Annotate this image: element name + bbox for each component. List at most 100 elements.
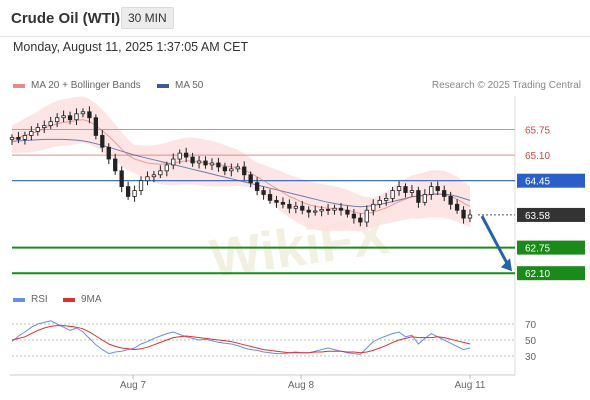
candle-body bbox=[364, 209, 369, 223]
rsi-tick-label-70: 70 bbox=[525, 320, 537, 331]
candle-body bbox=[358, 217, 363, 223]
timeframe-button[interactable]: 30 MIN bbox=[121, 7, 174, 29]
candle-body bbox=[119, 170, 124, 187]
rsi-line bbox=[11, 320, 471, 355]
ma20-line bbox=[11, 119, 471, 214]
x-tick-label-Aug-8: Aug 8 bbox=[288, 380, 315, 391]
current-price-box bbox=[517, 207, 585, 222]
candle-body bbox=[390, 190, 395, 199]
candle-body bbox=[338, 207, 344, 211]
candle-body bbox=[80, 111, 86, 115]
bollinger-band-area bbox=[12, 96, 470, 232]
candle-body bbox=[416, 190, 421, 203]
copyright-text: Research © 2025 Trading Central bbox=[431, 80, 581, 91]
candle-body bbox=[55, 117, 60, 123]
candle-body bbox=[164, 164, 169, 172]
candle-body bbox=[67, 115, 73, 121]
rsi-tick-label-50: 50 bbox=[525, 336, 537, 347]
current-price-label: 63.58 bbox=[525, 211, 550, 222]
candle-body bbox=[216, 162, 221, 168]
candle-body bbox=[106, 146, 111, 160]
candle-body bbox=[442, 190, 447, 197]
datetime-label: Monday, August 11, 2025 1:37:05 AM CET bbox=[13, 40, 249, 54]
candle-body bbox=[100, 135, 105, 148]
candle-body bbox=[16, 136, 21, 140]
candle-body bbox=[158, 170, 163, 176]
candle-body bbox=[435, 186, 440, 191]
candle-body bbox=[287, 203, 292, 209]
candle-body bbox=[113, 158, 118, 172]
candle-body bbox=[235, 166, 240, 170]
forecast-arrow-shaft bbox=[480, 215, 510, 266]
rsi-swatch bbox=[13, 297, 25, 302]
candle-body bbox=[203, 160, 208, 166]
candle-body bbox=[229, 168, 234, 172]
rsi-ma-swatch bbox=[63, 297, 75, 302]
instrument-title: Crude Oil (WTI) bbox=[11, 10, 121, 27]
candle-body bbox=[29, 131, 34, 136]
ma50-legend: MA 50 bbox=[157, 80, 203, 91]
ma20-swatch bbox=[13, 83, 25, 88]
ma20-legend-label: MA 20 + Bollinger Bands bbox=[31, 80, 141, 91]
candle-body bbox=[61, 115, 66, 119]
pivot-label-64.45: 64.45 bbox=[525, 177, 550, 188]
candle-body bbox=[422, 194, 427, 203]
ma50-legend-label: MA 50 bbox=[175, 80, 204, 91]
candle-body bbox=[293, 205, 298, 209]
support-label-box-62.75 bbox=[517, 240, 585, 255]
candle-body bbox=[145, 176, 150, 182]
candle-body bbox=[125, 186, 131, 197]
rsi-ma-legend-label: 9MA bbox=[81, 294, 102, 305]
candle-body bbox=[196, 160, 202, 164]
candle-body bbox=[267, 194, 273, 201]
candle-body bbox=[22, 135, 28, 140]
candle-body bbox=[48, 121, 53, 126]
candle-body bbox=[274, 199, 279, 203]
candle-body bbox=[222, 166, 228, 172]
candle-body bbox=[319, 209, 324, 212]
candle-body bbox=[9, 136, 15, 140]
rsi-legend-label: RSI bbox=[31, 294, 48, 305]
candle-body bbox=[454, 203, 460, 211]
candle-body bbox=[248, 174, 253, 184]
rsi-ma-line bbox=[11, 325, 471, 354]
rsi-ma-legend: 9MA bbox=[63, 294, 102, 305]
candle-body bbox=[383, 198, 389, 201]
candle-body bbox=[171, 158, 176, 166]
candle-body bbox=[280, 201, 286, 205]
candle-body bbox=[313, 210, 318, 213]
candle-body bbox=[306, 209, 311, 213]
x-tick-label-Aug-11: Aug 11 bbox=[455, 380, 486, 391]
candle-body bbox=[467, 214, 473, 219]
candle-body bbox=[300, 205, 305, 211]
candle-body bbox=[345, 209, 350, 215]
candle-body bbox=[42, 125, 47, 128]
candle-body bbox=[332, 207, 337, 211]
candle-body bbox=[403, 186, 408, 193]
resistance-label-65.75: 65.75 bbox=[525, 126, 550, 137]
support-label-62.75: 62.75 bbox=[525, 244, 550, 255]
candle-body bbox=[138, 180, 144, 191]
candle-body bbox=[254, 182, 260, 191]
candle-body bbox=[396, 186, 402, 191]
candle-body bbox=[209, 162, 215, 166]
ma50-line bbox=[11, 138, 471, 208]
candle-body bbox=[87, 111, 92, 119]
candle-body bbox=[448, 196, 453, 205]
rsi-tick-label-30: 30 bbox=[525, 352, 537, 363]
resistance-label-65.10: 65.10 bbox=[525, 151, 550, 162]
forecast-arrow-head bbox=[501, 258, 512, 272]
ma50-swatch bbox=[157, 83, 169, 88]
rsi-legend: RSI bbox=[13, 294, 48, 305]
pivot-label-box bbox=[517, 173, 585, 188]
candle-body bbox=[177, 152, 182, 160]
candle-body bbox=[429, 186, 434, 195]
candle-body bbox=[409, 190, 415, 193]
candle-body bbox=[184, 152, 189, 158]
chart-header: Crude Oil (WTI) 30 MIN bbox=[0, 0, 590, 37]
candle-body bbox=[377, 199, 382, 205]
x-tick-label-Aug-7: Aug 7 bbox=[120, 380, 147, 391]
candle-body bbox=[151, 174, 157, 178]
candle-body bbox=[93, 117, 99, 136]
